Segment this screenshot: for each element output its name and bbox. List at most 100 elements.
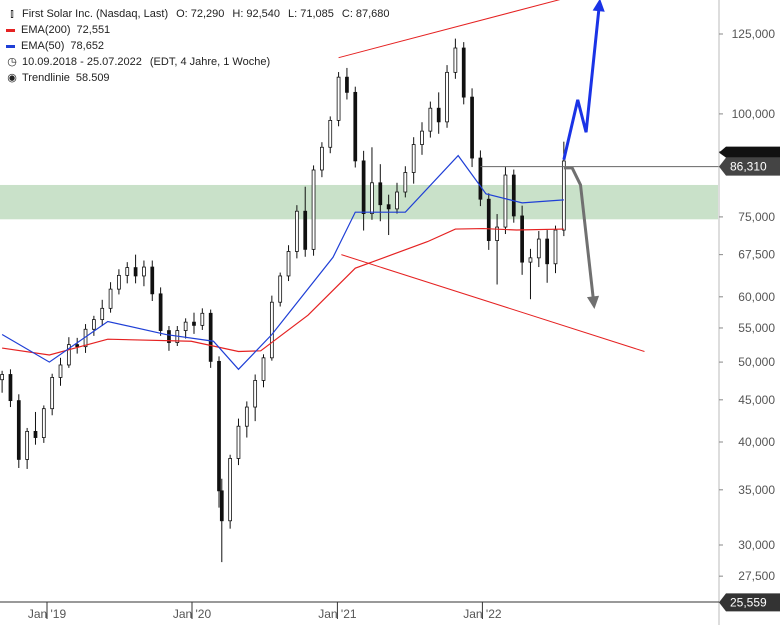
candle-7 <box>58 357 63 386</box>
candle-body <box>8 374 13 402</box>
x-tick-label-3: Jan '22 <box>463 607 502 621</box>
candle-23 <box>192 312 196 334</box>
legend-low-label: L: <box>288 8 298 20</box>
candle-48 <box>395 182 399 214</box>
candle-33 <box>269 295 274 361</box>
bottom-price-label: 25,559 <box>730 595 767 609</box>
candle-50 <box>411 137 416 184</box>
candle-body <box>420 130 424 145</box>
candle-43 <box>353 86 358 168</box>
lower-trendline <box>341 254 645 352</box>
legend-ema50-label: EMA(50) <box>21 40 65 52</box>
candle-57 <box>470 88 474 168</box>
candle-9 <box>75 337 80 354</box>
candle-body <box>261 357 266 381</box>
candle-body <box>553 229 558 265</box>
candle-63 <box>520 205 524 275</box>
bear-scenario-arrow-path <box>563 166 595 298</box>
candle-66 <box>545 230 550 283</box>
candle-38 <box>311 165 316 256</box>
upper-trendline <box>338 0 561 59</box>
y-tick-label-11: 30,000 <box>738 538 775 552</box>
y-tick-label-3: 75,000 <box>738 210 775 224</box>
candle-body <box>142 266 146 277</box>
candle-body <box>461 47 466 98</box>
candle-2 <box>16 394 21 468</box>
candle-44 <box>361 150 366 231</box>
candle-28 <box>228 454 232 529</box>
ema200-swatch <box>6 28 15 32</box>
candle-body <box>345 76 349 93</box>
legend-trend-value: 58.509 <box>75 72 110 84</box>
candle-body <box>41 408 46 438</box>
bull-scenario-arrow-head <box>592 0 605 12</box>
candle-body <box>167 330 171 343</box>
close-price-marker <box>719 146 780 158</box>
legend-high-value: 92,540 <box>246 8 281 20</box>
legend-range-info: (EDT, 4 Jahre, 1 Woche) <box>149 56 271 68</box>
candle-body <box>183 321 188 331</box>
candle-body <box>125 267 130 276</box>
legend-ema200-row: EMA(200) 72,551 <box>6 22 390 38</box>
bottom-price-tag-bg <box>719 593 780 612</box>
candle-58 <box>478 150 483 207</box>
bottom-price-tag: 25,559 <box>719 593 780 612</box>
candle-body <box>295 210 299 252</box>
candle-39 <box>320 142 324 178</box>
candle-body <box>16 400 21 460</box>
legend-title: First Solar Inc. (Nasdaq, Last) <box>22 8 169 20</box>
candle-27 <box>219 478 224 563</box>
y-tick-label-6: 55,000 <box>738 321 775 335</box>
y-tick-label-7: 50,000 <box>738 355 775 369</box>
candle-body <box>244 406 249 427</box>
candle-body <box>108 288 113 309</box>
candle-49 <box>403 166 408 198</box>
legend-close-value: 87,680 <box>355 8 390 20</box>
last-price-label: 86,310 <box>730 160 767 174</box>
candle-body <box>545 238 550 265</box>
y-tick-label-4: 67,500 <box>738 248 775 262</box>
candle-61 <box>503 167 508 235</box>
candle-42 <box>345 67 349 100</box>
candle-body <box>328 120 333 148</box>
resistance-zone <box>0 184 718 220</box>
candle-12 <box>100 299 105 327</box>
clock-icon: ◷ <box>7 56 17 68</box>
x-tick-label-1: Jan '20 <box>173 607 212 621</box>
legend-open-label: O: <box>176 8 188 20</box>
candle-body <box>486 198 491 241</box>
bull-scenario-arrow <box>562 0 605 161</box>
candle-body <box>453 47 458 73</box>
candle-body <box>378 182 383 206</box>
candle-29 <box>236 418 241 466</box>
candle-67 <box>553 225 558 274</box>
y-tick-label-8: 45,000 <box>738 393 775 407</box>
ema50-swatch <box>6 44 15 48</box>
candle-body <box>236 425 241 459</box>
candle-24 <box>200 308 205 330</box>
candle-37 <box>303 186 308 257</box>
candle-body <box>436 107 441 123</box>
y-tick-label-5: 60,000 <box>738 290 775 304</box>
candle-body <box>217 360 221 492</box>
candle-47 <box>386 194 391 236</box>
candle-25 <box>208 309 213 368</box>
candle-53 <box>436 92 441 134</box>
candle-body <box>100 307 105 320</box>
bear-scenario-arrow <box>563 166 600 309</box>
candle-body <box>386 204 391 210</box>
candle-55 <box>453 38 458 79</box>
candle-body <box>536 238 541 259</box>
candle-body <box>470 96 474 159</box>
candle-8 <box>66 337 71 368</box>
candle-6 <box>50 373 55 416</box>
candle-10 <box>83 324 88 353</box>
bar-chart-icon: ⫾ <box>10 8 14 20</box>
candle-body <box>208 312 213 362</box>
legend-range-text: 10.09.2018 - 25.07.2022 <box>22 56 142 68</box>
legend-range-row: ◷ 10.09.2018 - 25.07.2022 (EDT, 4 Jahre,… <box>6 54 390 70</box>
ema-50--line <box>1 154 564 371</box>
candle-15 <box>125 262 130 284</box>
candle-body <box>200 312 205 326</box>
